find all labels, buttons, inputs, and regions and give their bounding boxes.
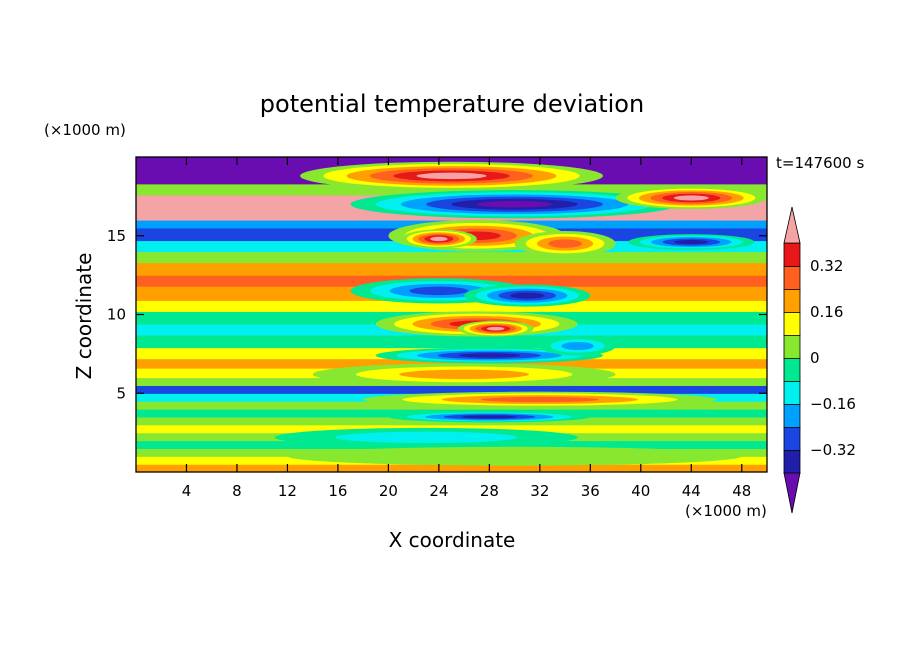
background-band (136, 334, 767, 349)
anomaly-contour (486, 326, 505, 331)
anomaly-contour (430, 236, 448, 242)
x-tick-label: 32 (530, 482, 549, 500)
anomaly-contour (461, 415, 517, 419)
colorbar-segment (783, 288, 801, 313)
x-tick-label: 44 (682, 482, 701, 500)
background-band (136, 385, 767, 394)
colorbar-tick-label: 0.32 (810, 257, 843, 275)
x-tick-label: 16 (328, 482, 347, 500)
colorbar-segment (783, 426, 801, 451)
x-tick-label: 48 (732, 482, 751, 500)
anomaly-contour (548, 239, 582, 248)
anomaly-contour (510, 292, 545, 299)
x-axis-label: X coordinate (389, 528, 516, 552)
colorbar-segment (783, 242, 801, 267)
colorbar-segment (783, 334, 801, 359)
y-tick-label: 15 (107, 227, 126, 245)
anomaly-contour (409, 286, 469, 296)
anomaly-contour (458, 353, 521, 358)
y-tick-label: 5 (116, 384, 126, 402)
x-tick-label: 8 (232, 482, 242, 500)
colorbar-top-triangle (783, 206, 801, 244)
background-band (136, 251, 767, 264)
contour-field (136, 157, 767, 472)
x-tick-label: 28 (480, 482, 499, 500)
anomaly-contour (480, 396, 599, 403)
x-tick-label: 12 (278, 482, 297, 500)
colorbar-bottom-triangle (783, 472, 801, 514)
colorbar-segment (783, 357, 801, 382)
x-tick-label: 4 (182, 482, 192, 500)
x-axis-ticks: 4 8 12 16 20 24 28 32 36 40 44 48 (182, 157, 751, 500)
colorbar-segment (783, 380, 801, 405)
time-label: t=147600 s (776, 154, 864, 172)
y-axis-ticks: 5 10 15 (107, 227, 767, 402)
anomaly-contour (399, 369, 530, 380)
colorbar-tick-label: 0 (810, 349, 820, 367)
colorbar-segment (783, 311, 801, 336)
x-tick-label: 20 (379, 482, 398, 500)
background-band (136, 464, 767, 472)
anomaly-contour (287, 446, 742, 466)
anomaly-contour (416, 172, 487, 180)
y-axis-unit: (×1000 m) (44, 121, 126, 139)
anomaly-contour (674, 239, 709, 245)
y-axis-label: Z coordinate (72, 253, 96, 380)
colorbar-tick-label: −0.32 (810, 441, 856, 459)
colorbar-segment (783, 265, 801, 290)
chart-title: potential temperature deviation (260, 90, 644, 118)
colorbar-segment (783, 403, 801, 428)
x-tick-label: 36 (581, 482, 600, 500)
colorbar: 0.32 0.16 0 −0.16 −0.32 (783, 206, 856, 514)
colorbar-segment (783, 449, 801, 474)
background-band (136, 300, 767, 312)
colorbar-tick-label: −0.16 (810, 395, 856, 413)
x-tick-label: 40 (631, 482, 650, 500)
x-axis-unit: (×1000 m) (685, 502, 767, 520)
x-tick-label: 24 (429, 482, 448, 500)
anomaly-contour (561, 341, 594, 351)
anomaly-contour (673, 195, 709, 201)
background-band (136, 262, 767, 276)
y-tick-label: 10 (107, 306, 126, 324)
anomaly-contour (476, 200, 553, 208)
colorbar-tick-label: 0.16 (810, 303, 843, 321)
anomaly-contour (335, 431, 518, 444)
